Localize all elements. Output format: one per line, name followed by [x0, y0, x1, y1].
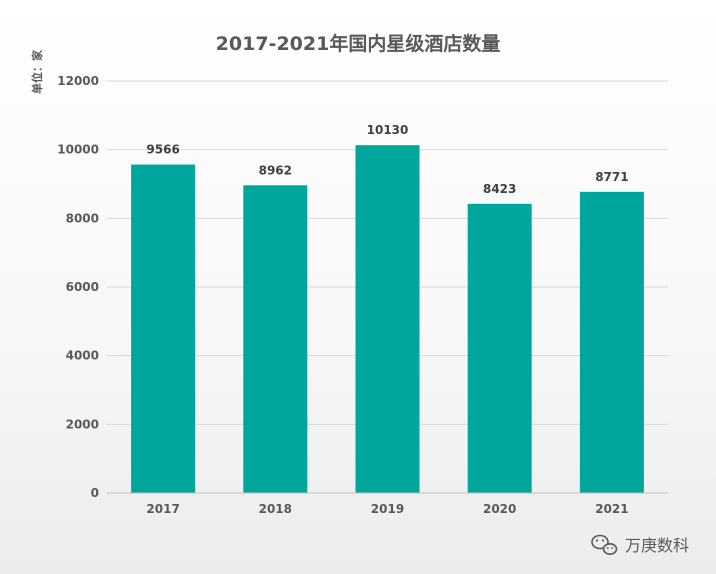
data-label: 8962 [259, 163, 292, 177]
y-tick-label: 12000 [57, 74, 99, 88]
data-label: 10130 [367, 123, 409, 137]
y-tick-label: 2000 [66, 417, 99, 431]
x-tick-label: 2018 [259, 502, 292, 516]
data-label: 9566 [146, 143, 179, 157]
y-axis-ticks: 0 2000 4000 6000 8000 10000 12000 [57, 74, 99, 500]
bar-2017 [131, 164, 196, 494]
x-tick-label: 2020 [483, 502, 516, 516]
chart-title: 2017-2021年国内星级酒店数量 [216, 32, 501, 55]
watermark-text: 万庚数科 [625, 536, 689, 555]
data-label: 8423 [483, 182, 516, 196]
y-tick-label: 4000 [66, 349, 99, 363]
bars [131, 145, 644, 494]
wechat-icon [591, 534, 618, 555]
x-tick-label: 2019 [371, 502, 404, 516]
bar-2018 [243, 185, 308, 493]
y-tick-label: 8000 [66, 211, 99, 225]
x-tick-label: 2021 [595, 502, 628, 516]
watermark: 万庚数科 [591, 534, 689, 555]
bar-2019 [355, 145, 420, 493]
y-tick-label: 0 [91, 486, 99, 500]
unit-label: 单位：家 [30, 49, 44, 94]
y-tick-label: 10000 [57, 143, 99, 157]
data-label: 8771 [595, 170, 628, 184]
y-tick-label: 6000 [66, 280, 99, 294]
bar-2021 [579, 191, 644, 493]
data-labels: 9566 8962 10130 8423 8771 [146, 123, 628, 196]
x-tick-label: 2017 [146, 502, 179, 516]
bar-2020 [467, 203, 532, 493]
x-axis-ticks: 2017 2018 2019 2020 2021 [146, 502, 628, 516]
